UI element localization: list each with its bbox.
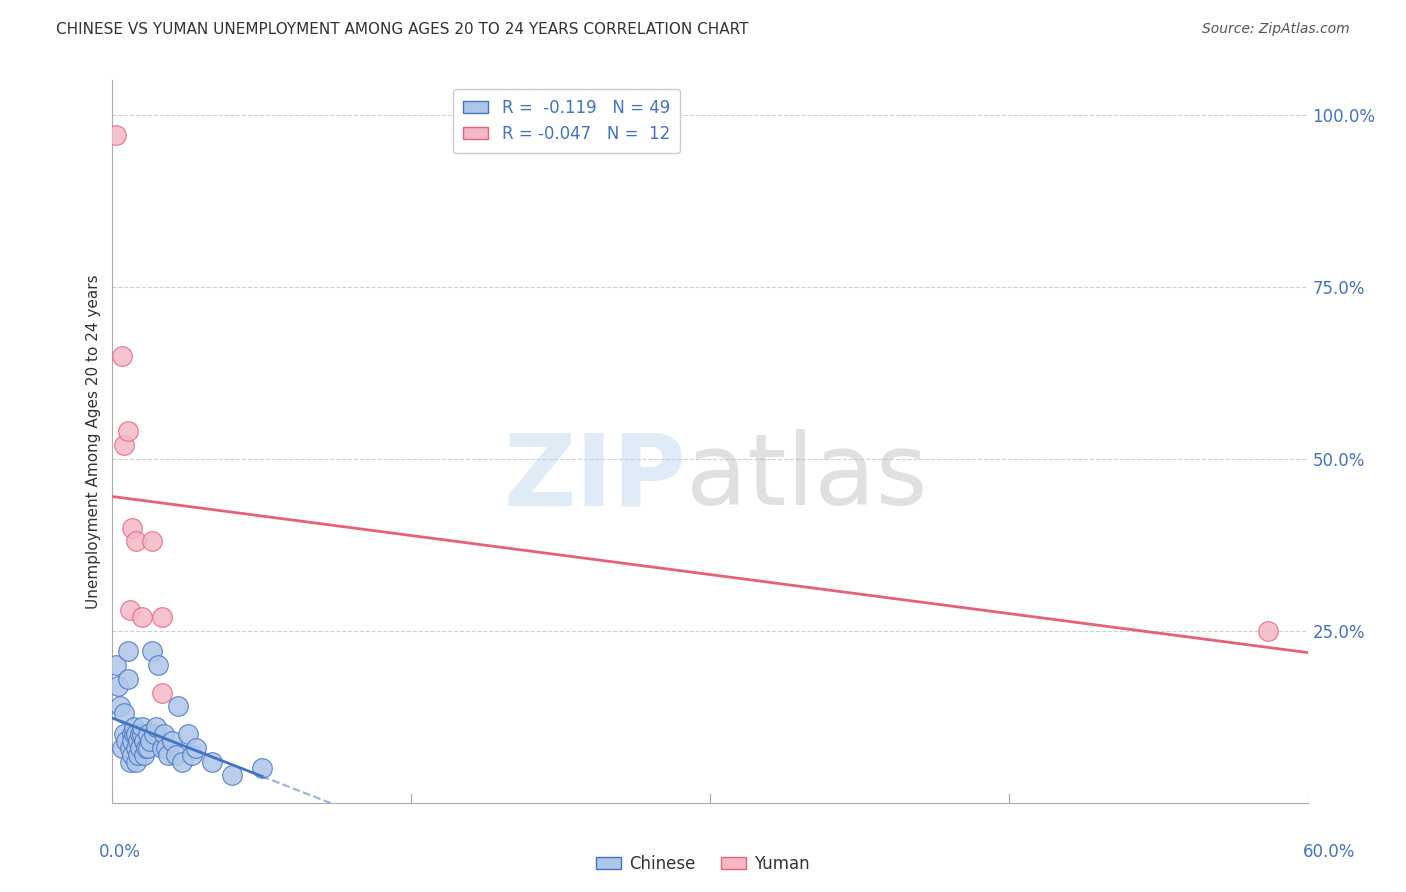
Point [114,706,135,721]
Point [127,734,149,748]
Point [162,734,183,748]
Point [120,755,142,769]
Text: CHINESE VS YUMAN UNEMPLOYMENT AMONG AGES 20 TO 24 YEARS CORRELATION CHART: CHINESE VS YUMAN UNEMPLOYMENT AMONG AGES… [56,22,749,37]
Point [138,727,160,741]
Point [114,438,135,452]
Point [181,747,204,762]
Point [125,534,148,549]
Point [145,720,167,734]
Point [250,761,273,775]
Point [150,740,173,755]
Point [141,644,163,658]
Point [105,658,128,673]
Point [115,734,138,748]
Legend: Chinese, Yuman: Chinese, Yuman [589,848,817,880]
Point [131,610,153,624]
Point [186,740,208,755]
Point [107,679,129,693]
Point [120,740,142,755]
Point [125,727,148,741]
Point [134,747,156,762]
Point [143,727,166,741]
Y-axis label: Unemployment Among Ages 20 to 24 years: Unemployment Among Ages 20 to 24 years [86,274,101,609]
Point [165,747,187,762]
Point [114,727,135,741]
Point [125,755,148,769]
Point [167,699,190,714]
Text: Source: ZipAtlas.com: Source: ZipAtlas.com [1202,22,1350,37]
Point [150,610,173,624]
Text: 0.0%: 0.0% [98,843,141,861]
Point [134,734,156,748]
Text: 60.0%: 60.0% [1302,843,1355,861]
Point [172,755,194,769]
Point [1257,624,1279,638]
Point [111,349,134,363]
Text: atlas: atlas [686,429,928,526]
Point [139,734,162,748]
Point [117,672,139,686]
Point [105,128,128,143]
Point [121,734,143,748]
Point [153,727,176,741]
Point [117,424,139,438]
Point [129,727,152,741]
Point [155,740,177,755]
Point [150,686,173,700]
Point [138,740,160,755]
Point [121,520,143,534]
Legend: R =  -0.119   N = 49, R = -0.047   N =  12: R = -0.119 N = 49, R = -0.047 N = 12 [453,88,681,153]
Point [201,755,224,769]
Point [127,747,149,762]
Point [157,747,180,762]
Point [117,644,139,658]
Point [129,740,152,755]
Point [124,727,146,741]
Point [121,747,143,762]
Point [124,720,146,734]
Point [121,727,143,741]
Point [110,699,132,714]
Point [177,727,200,741]
Point [131,727,153,741]
Point [135,740,157,755]
Text: ZIP: ZIP [503,429,686,526]
Point [120,603,142,617]
Point [141,534,163,549]
Point [148,658,170,673]
Point [125,740,148,755]
Point [131,720,153,734]
Point [111,740,134,755]
Point [221,768,243,782]
